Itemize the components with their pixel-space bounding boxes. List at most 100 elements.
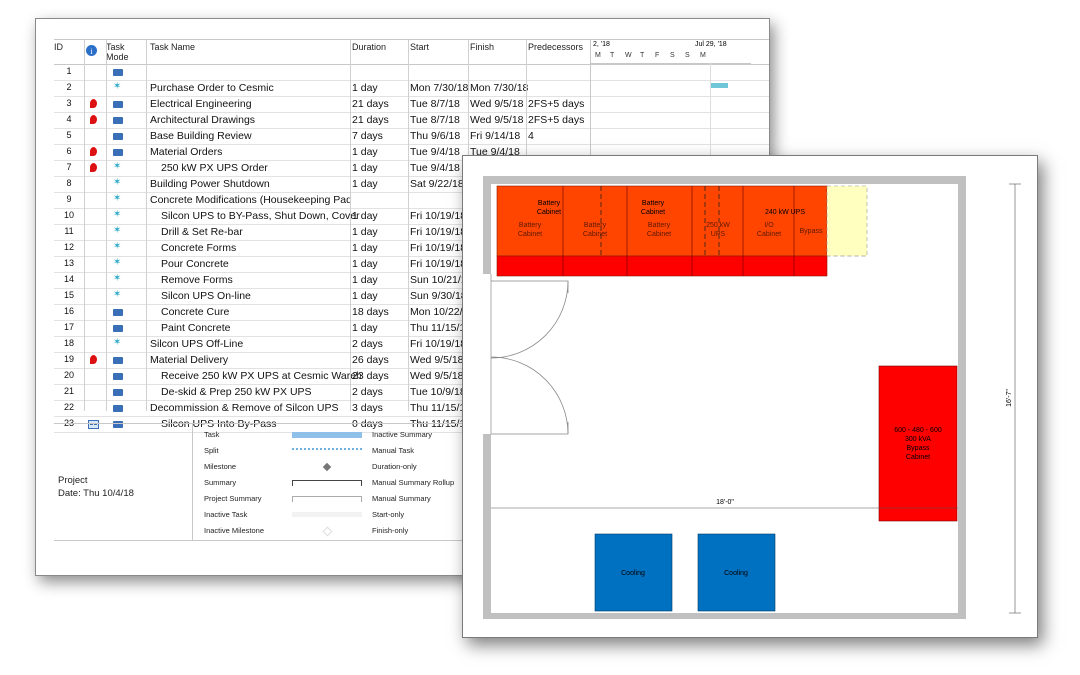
task-mode-cell: ✶ (106, 82, 144, 94)
manual-pin-icon: ✶ (113, 210, 122, 219)
label-cooling-2: Cooling (724, 570, 748, 577)
task-name: Concrete Modifications (Housekeeping Pad… (150, 194, 350, 206)
task-row[interactable]: 17 Paint Concrete 1 day Thu 11/15/18 (54, 321, 769, 337)
bypass-cabinet-label: Cabinet (906, 454, 930, 461)
task-row[interactable]: 7 ✶ 250 kW PX UPS Order 1 day Tue 9/4/18 (54, 161, 769, 177)
task-row[interactable]: 1 (54, 65, 769, 81)
project-label: Project (58, 475, 88, 486)
col-task-name[interactable]: Task Name (150, 42, 196, 52)
timeline-day: S (685, 52, 690, 59)
task-row[interactable]: 11 ✶ Drill & Set Re-bar 1 day Fri 10/19/18 (54, 225, 769, 241)
project-date: Date: Thu 10/4/18 (58, 488, 134, 499)
auto-schedule-icon (113, 101, 123, 108)
legend-label: Task (204, 430, 220, 439)
task-mode-cell (106, 402, 144, 415)
label-battery-cabinet: Battery Cabinet (537, 200, 561, 216)
timeline-day: T (640, 52, 645, 59)
task-row[interactable]: 10 ✶ Silcon UPS to BY-Pass, Shut Down, Cov… (54, 209, 769, 225)
timeline-day: T (610, 52, 615, 59)
legend-panel: Project Date: Thu 10/4/18 Task Split Miles… (54, 423, 769, 541)
indicator-cell (84, 354, 106, 367)
legend-label: Split (204, 446, 219, 455)
task-mode-cell (106, 66, 144, 79)
task-row[interactable]: 18 ✶ Silcon UPS Off-Line 2 days Fri 10/19/18 (54, 337, 769, 353)
task-row[interactable]: 19 Material Delivery 26 days Wed 9/5/18 (54, 353, 769, 369)
task-id: 15 (63, 290, 74, 300)
task-id: 13 (63, 258, 74, 268)
task-row[interactable]: 8 ✶ Building Power Shutdown 1 day Sat 9/22/1… (54, 177, 769, 193)
pin-icon[interactable] (90, 115, 97, 124)
task-start: Fri 10/19/18 (410, 258, 467, 270)
col-start[interactable]: Start (410, 42, 430, 52)
auto-schedule-icon (113, 405, 123, 412)
task-start: Fri 10/19/18 (410, 210, 467, 222)
col-task-mode[interactable]: Task Mode (106, 42, 129, 62)
task-mode-cell (106, 354, 144, 367)
task-row[interactable]: 12 ✶ Concrete Forms 1 day Fri 10/19/18 (54, 241, 769, 257)
task-name: Architectural Drawings (150, 114, 256, 126)
task-name: Building Power Shutdown (150, 178, 270, 190)
task-row[interactable]: 23 Silcon UPS Into By-Pass 0 days Thu 11/15… (54, 417, 769, 433)
task-finish: Wed 9/5/18 (470, 114, 524, 126)
task-mode-cell (106, 146, 144, 159)
label-inner-2: Battery Cabinet (583, 222, 607, 238)
manual-pin-icon: ✶ (113, 290, 122, 299)
bypass-cabinet-label: Bypass (907, 445, 930, 452)
task-row[interactable]: 13 ✶ Pour Concrete 1 day Fri 10/19/18 (54, 257, 769, 273)
task-row[interactable]: 3 Electrical Engineering 21 days Tue 8/7/18… (54, 97, 769, 113)
col-finish[interactable]: Finish (470, 42, 495, 52)
task-row[interactable]: 4 Architectural Drawings 21 days Tue 8/7/18… (54, 113, 769, 129)
task-duration: 1 day (352, 162, 378, 174)
task-start: Mon 10/22/18 (410, 306, 470, 318)
task-row[interactable]: 22 Decommission & Remove of Silcon UPS 3 d… (54, 401, 769, 417)
auto-schedule-icon (113, 389, 123, 396)
task-row[interactable]: 21 De-skid & Prep 250 kW PX UPS 2 days Tue … (54, 385, 769, 401)
calendar-icon[interactable] (88, 420, 99, 429)
task-row[interactable]: 15 ✶ Silcon UPS On-line 1 day Sun 9/30/18 (54, 289, 769, 305)
task-name: Paint Concrete (161, 322, 231, 334)
pin-icon[interactable] (90, 163, 97, 172)
floorplan-window: Battery Cabinet Battery Cabinet 240 kW UPS… (462, 155, 1038, 638)
auto-schedule-icon (113, 357, 123, 364)
legend-symbol (292, 432, 362, 438)
task-row[interactable]: 14 ✶ Remove Forms 1 day Sun 10/21/18 (54, 273, 769, 289)
task-mode-cell (106, 370, 144, 383)
task-id: 17 (63, 322, 74, 332)
task-row[interactable]: 9 ✶ Concrete Modifications (Housekeeping P… (54, 193, 769, 209)
task-row[interactable]: 16 Concrete Cure 18 days Mon 10/22/18 (54, 305, 769, 321)
legend-symbol (292, 512, 362, 517)
task-name: Electrical Engineering (150, 98, 252, 110)
task-row[interactable]: 20 Receive 250 kW PX UPS at Cesmic Wareho… (54, 369, 769, 385)
indicator-cell (84, 146, 106, 159)
legend-label: Summary (204, 478, 237, 487)
label-240kw-ups: 240 kW UPS (765, 209, 805, 216)
task-id: 5 (66, 130, 72, 140)
manual-pin-icon: ✶ (113, 242, 122, 251)
auto-schedule-icon (113, 309, 123, 316)
task-start: Tue 9/4/18 (410, 162, 460, 174)
pin-icon[interactable] (90, 147, 97, 156)
task-bar[interactable] (710, 83, 728, 88)
task-duration: 1 day (352, 258, 378, 270)
col-id[interactable]: ID (54, 42, 63, 52)
task-id: 1 (66, 66, 72, 76)
col-duration[interactable]: Duration (352, 42, 387, 52)
task-start: Thu 11/15/18 (410, 402, 470, 414)
task-row[interactable]: 5 Base Building Review 7 days Thu 9/6/18 Fri… (54, 129, 769, 145)
task-row[interactable]: 2 ✶ Purchase Order to Cesmic 1 day Mon 7/30/… (54, 81, 769, 97)
label-cooling-1: Cooling (621, 570, 645, 577)
task-name: Concrete Forms (161, 242, 237, 254)
bypass-cabinet-labels: 600 - 480 - 600 300 kVA Bypass Cabinet (894, 427, 942, 461)
task-mode-cell: ✶ (106, 258, 144, 270)
timeline-day: S (670, 52, 675, 59)
pin-icon[interactable] (90, 99, 97, 108)
task-predecessors: 4 (528, 130, 534, 142)
task-start: Fri 10/19/18 (410, 242, 467, 254)
task-duration: 1 day (352, 146, 378, 158)
label-inner-6: Bypass (800, 228, 823, 235)
col-predecessors[interactable]: Predecessors (528, 42, 584, 52)
pin-icon[interactable] (90, 355, 97, 364)
task-mode-cell (106, 322, 144, 335)
task-name: Remove Forms (161, 274, 233, 286)
legend-label: Finish-only (372, 526, 409, 535)
